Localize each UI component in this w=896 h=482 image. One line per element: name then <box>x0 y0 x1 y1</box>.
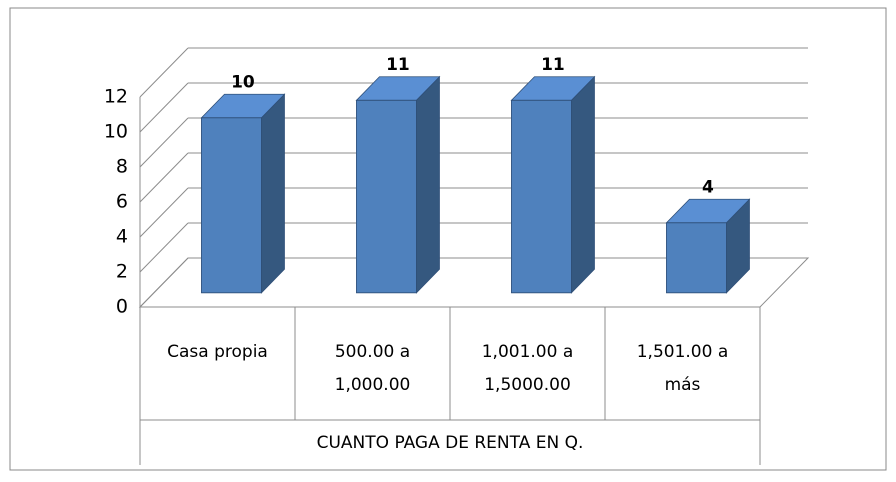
value-label: 11 <box>386 55 410 75</box>
value-label: 11 <box>541 55 565 75</box>
x-tick-label: 1,000.00 <box>335 375 411 395</box>
grid-line <box>139 117 189 168</box>
bar-side <box>416 75 440 294</box>
bar-side <box>261 93 285 294</box>
y-tick-label: 10 <box>104 121 128 143</box>
bar-front <box>511 99 572 294</box>
value-label: 10 <box>231 72 255 92</box>
value-label: 4 <box>702 177 714 197</box>
x-tick-label: 1,001.00 a <box>482 342 574 362</box>
x-tick-label: más <box>665 375 701 395</box>
y-tick-label: 12 <box>104 86 128 108</box>
bar <box>355 75 441 294</box>
y-tick-label: 2 <box>116 261 128 283</box>
grid-line <box>139 187 189 238</box>
x-tick-label: 1,5000.00 <box>484 375 571 395</box>
y-tick-label: 8 <box>116 156 128 178</box>
x-tick-label: Casa propia <box>167 342 268 362</box>
y-tick-label: 6 <box>116 191 128 213</box>
bar <box>510 75 596 294</box>
bar-side <box>571 75 595 294</box>
bar <box>665 198 751 294</box>
grid-line <box>139 47 189 98</box>
x-axis-title: CUANTO PAGA DE RENTA EN Q. <box>317 433 584 453</box>
grid-line <box>139 257 189 308</box>
bar <box>200 93 286 294</box>
grid-line <box>139 222 189 273</box>
y-tick-label: 4 <box>116 226 128 248</box>
bar-front <box>666 222 727 294</box>
bar-front <box>201 117 262 294</box>
x-tick-label: 1,501.00 a <box>637 342 729 362</box>
x-tick-label: 500.00 a <box>335 342 410 362</box>
grid-line <box>139 82 189 133</box>
y-tick-label: 0 <box>116 296 128 318</box>
bar-front <box>356 99 417 294</box>
grid-line <box>139 152 189 203</box>
chart-frame <box>9 7 887 471</box>
